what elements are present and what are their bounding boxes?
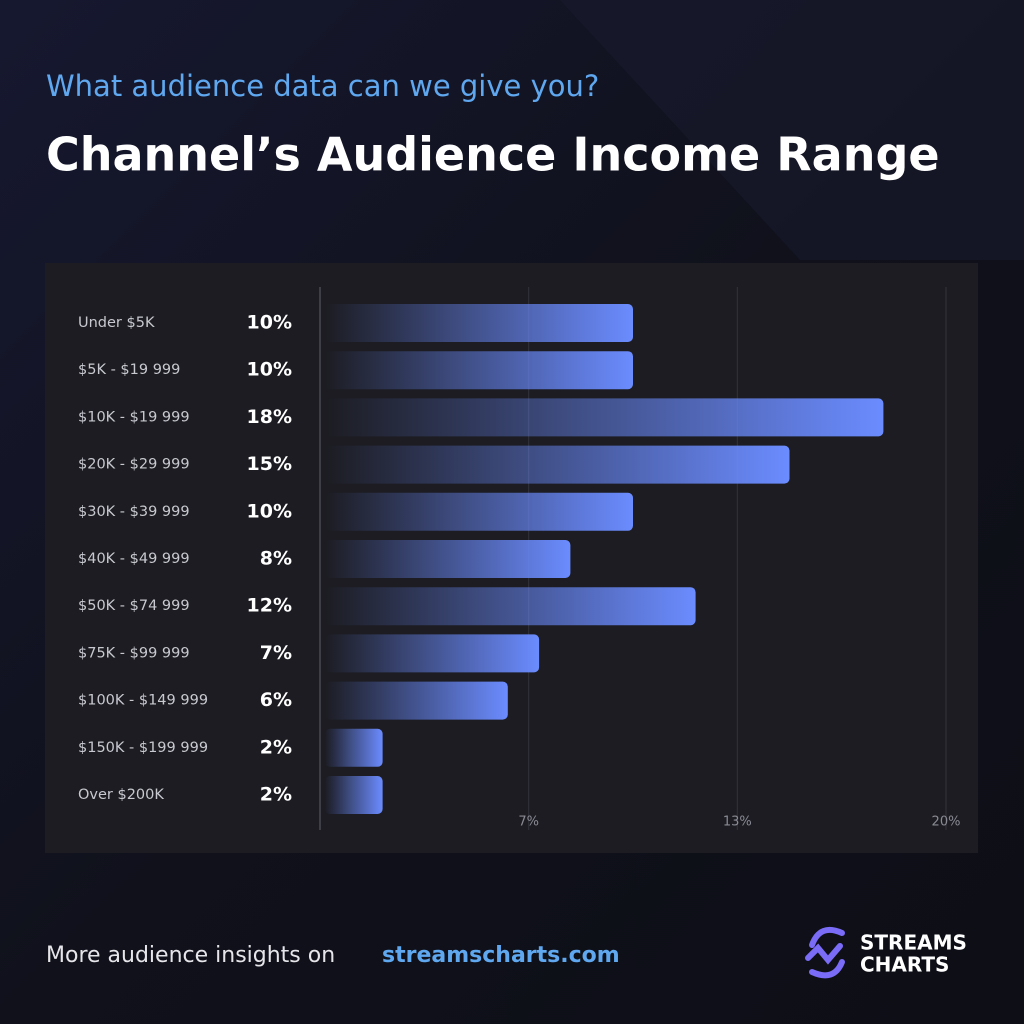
category-label: $75K - $99 999 <box>78 645 190 661</box>
category-label: $150K - $199 999 <box>78 740 208 756</box>
value-label: 10% <box>247 500 292 522</box>
value-label: 8% <box>260 548 292 570</box>
logo-text: STREAMS <box>860 931 967 955</box>
category-label: $20K - $29 999 <box>78 457 190 473</box>
bar <box>325 445 790 484</box>
logo-text: CHARTS <box>860 953 949 977</box>
category-label: $30K - $39 999 <box>78 504 190 520</box>
bar <box>325 398 884 437</box>
value-label: 6% <box>260 689 292 711</box>
bar <box>325 540 571 578</box>
category-label: $40K - $49 999 <box>78 551 190 567</box>
bar <box>325 681 508 720</box>
bar <box>325 776 383 814</box>
value-label: 10% <box>247 359 292 381</box>
subtitle: What audience data can we give you? <box>46 69 599 103</box>
value-label: 2% <box>260 736 292 758</box>
bar <box>325 492 633 531</box>
category-label: $50K - $74 999 <box>78 598 190 614</box>
value-label: 18% <box>247 406 292 428</box>
footer-link[interactable]: streamscharts.com <box>382 943 620 968</box>
value-label: 7% <box>260 642 292 664</box>
category-label: $10K - $19 999 <box>78 409 190 425</box>
bar <box>325 304 633 342</box>
category-label: $100K - $149 999 <box>78 693 208 709</box>
value-label: 2% <box>260 784 292 806</box>
value-label: 12% <box>247 595 292 617</box>
x-tick-label: 13% <box>723 815 752 830</box>
bar <box>325 728 383 767</box>
bar <box>325 351 633 390</box>
value-label: 10% <box>247 312 292 334</box>
background-shape <box>560 0 1024 260</box>
x-tick-label: 7% <box>518 815 539 830</box>
logo-icon <box>805 927 845 979</box>
chart-title: Channel’s Audience Income Range <box>46 128 940 182</box>
category-label: Under $5K <box>78 315 155 331</box>
category-label: Over $200K <box>78 787 164 803</box>
x-tick-label: 20% <box>932 815 961 830</box>
value-label: 15% <box>247 453 292 475</box>
footer-text: More audience insights on <box>46 943 335 968</box>
category-label: $5K - $19 999 <box>78 362 180 378</box>
bar <box>325 587 696 626</box>
bar <box>325 634 540 673</box>
